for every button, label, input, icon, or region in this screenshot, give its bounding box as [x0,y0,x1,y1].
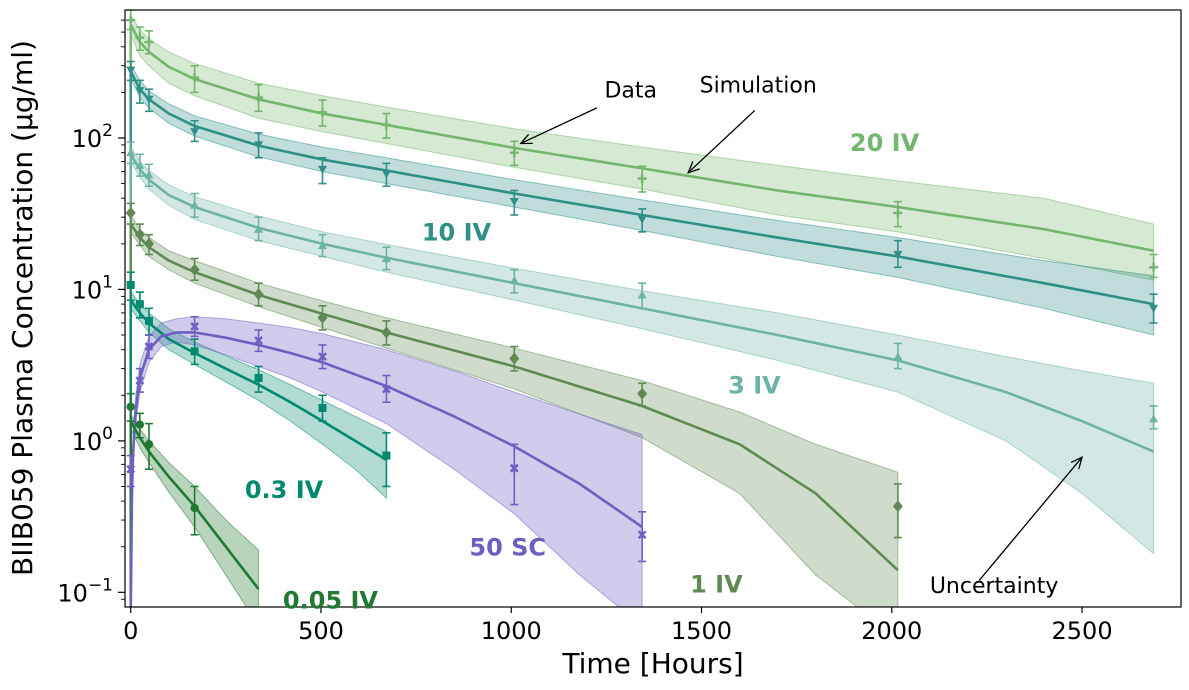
data-point-2-2 [144,170,154,179]
data-point-0-5 [318,107,328,117]
data-point-4-4 [254,374,263,383]
data-point-2-8 [637,290,647,299]
y-tick-label-1: 100 [72,424,113,456]
data-point-3-3 [189,263,200,276]
data-point-1-3 [190,128,200,137]
data-point-5-0 [126,464,136,474]
data-point-2-9 [893,352,903,361]
data-point-6-0 [126,402,135,411]
data-point-2-0 [126,148,136,157]
data-point-3-6 [381,326,392,339]
dose-label-4: 0.3 IV [245,476,324,504]
data-point-1-9 [893,250,903,260]
annotation-arrow-0 [519,107,598,145]
data-point-3-2 [143,237,154,250]
x-axis-label: Time [Hours] [561,647,743,680]
data-point-2-1 [135,160,145,169]
axes: 0 500 1000 1500 2000 2500 10−1 100 101 102 [57,19,1113,645]
data-point-1-8 [637,215,647,224]
y-tick-label-0: 10−1 [57,575,113,607]
x-tick-label-4: 2000 [861,617,922,645]
data-point-3-7 [509,352,520,365]
data-point-1-2 [144,95,154,104]
x-tick-label-3: 1500 [671,617,732,645]
data-point-5-7 [509,463,519,473]
data-point-0-3 [190,73,200,83]
data-point-3-4 [253,288,264,301]
data-point-0-10 [1149,262,1159,272]
dose-label-3: 1 IV [690,570,743,598]
simulation-line-0 [129,24,1154,253]
data-point-1-7 [509,198,519,207]
data-point-6-1 [135,420,145,429]
data-point-6-3 [190,503,199,513]
annotation-label-0: Data [604,79,657,104]
data-point-0-6 [381,120,391,130]
data-point-3-0 [125,206,136,219]
data-point-4-5 [318,403,327,412]
dose-label-0: 20 IV [850,129,920,157]
data-point-0-0 [126,15,136,25]
dose-label-5: 50 SC [469,534,546,562]
data-point-4-0 [126,280,135,289]
data-point-6-2 [144,440,154,449]
data-point-5-1 [135,376,145,386]
data-point-5-3 [190,321,200,331]
data-point-2-5 [318,241,328,250]
data-point-2-4 [254,224,264,233]
data-point-5-6 [382,384,391,394]
data-point-2-7 [509,275,519,284]
data-point-4-1 [135,300,144,309]
data-point-2-10 [1149,414,1159,423]
data-point-0-1 [135,33,145,43]
simulation-line-2 [129,153,1155,453]
dose-label-6: 0.05 IV [283,587,379,615]
x-tick-label-2: 1000 [481,617,542,645]
data-point-1-6 [381,170,391,179]
data-point-0-4 [254,93,264,103]
annotation-label-1: Simulation [700,73,817,98]
annotations: Data Simulation Uncertainty [519,73,1084,599]
annotation-arrow-1 [687,109,756,174]
data-point-5-5 [318,352,327,362]
y-tick-label-3: 102 [72,121,113,153]
simulation-line-3 [129,223,899,572]
dose-labels: 20 IV 10 IV 3 IV 1 IV 0.3 IV 50 SC 0.05 IV [245,129,920,615]
data-point-1-10 [1149,304,1159,313]
y-tick-label-2: 101 [72,272,113,304]
simulation-line-1 [129,70,1154,306]
annotation-label-2: Uncertainty [930,574,1059,599]
x-tick-label-5: 2500 [1052,617,1113,645]
data-point-3-9 [892,500,903,513]
plot-area [125,10,1159,607]
data-point-4-2 [144,316,153,325]
data-point-1-1 [135,87,145,96]
annotation-arrow-2 [978,456,1084,581]
data-point-2-6 [381,254,391,263]
data-point-0-9 [893,208,903,218]
data-point-1-5 [318,165,328,174]
simulation-line-4 [129,299,388,461]
data-point-4-3 [190,347,199,356]
x-tick-label-1: 500 [298,617,344,645]
y-axis-label: BIIB059 Plasma Concentration (μg/ml) [6,40,39,576]
plot-frame [124,9,1182,608]
data-point-0-8 [637,174,647,184]
data-point-5-2 [144,342,154,351]
data-point-3-5 [317,311,328,324]
dose-label-2: 3 IV [728,372,781,400]
data-point-0-2 [144,37,154,47]
data-point-1-4 [254,141,264,150]
data-point-5-8 [637,530,647,540]
data-point-3-1 [134,228,145,241]
data-point-1-0 [126,66,136,75]
x-tick-label-0: 0 [123,617,138,645]
data-point-3-8 [637,387,648,400]
data-point-2-3 [190,200,200,209]
data-point-5-4 [254,336,263,345]
data-point-0-7 [509,148,519,158]
data-point-4-6 [382,451,391,460]
dose-label-1: 10 IV [422,219,492,247]
